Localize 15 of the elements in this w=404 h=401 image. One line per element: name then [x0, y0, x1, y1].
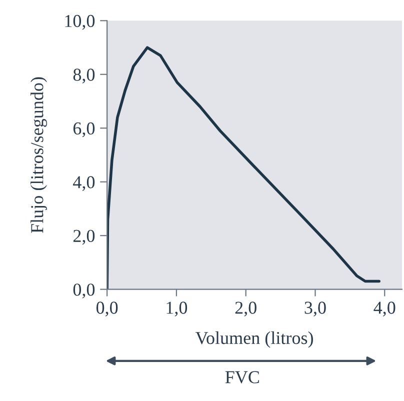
x-tick-label: 0,0: [96, 302, 118, 316]
y-tick-label: 6,0: [73, 122, 95, 138]
y-tick-label: 4,0: [73, 176, 95, 191]
y-tick-label: 10,0: [65, 14, 95, 30]
x-tick-label: 4,0: [374, 302, 396, 316]
line-series: [107, 46, 380, 290]
x-tick-label: 1,0: [166, 302, 188, 316]
text: FVC: [225, 371, 259, 384]
x-tick-label: 2,0: [235, 302, 256, 316]
y-tick-label: 2,0: [73, 230, 95, 245]
y-axis-title: Flujo (litros/segundo): [30, 77, 47, 233]
x-axis-title: Volumen (litros): [195, 331, 313, 348]
y-tick-label: 0,0: [73, 284, 95, 298]
y-tick-label: 8,0: [73, 68, 95, 84]
x-tick-label: 3,0: [304, 302, 326, 316]
